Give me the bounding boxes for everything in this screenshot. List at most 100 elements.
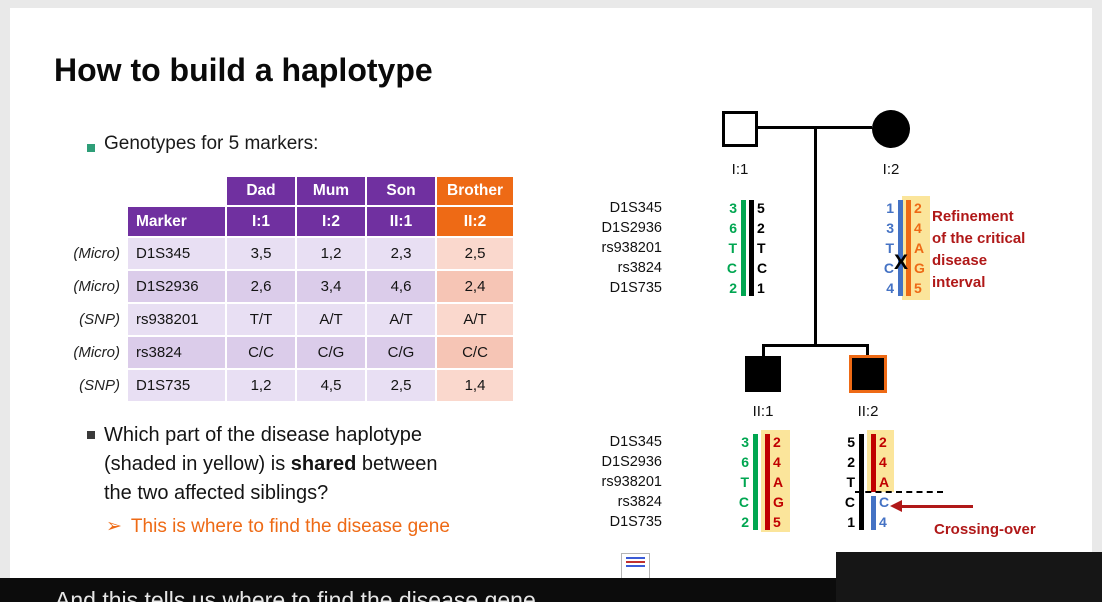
marker-label: D1S735 xyxy=(609,514,662,530)
allele: 2 xyxy=(757,220,765,236)
genotype-table: Dad Mum Son Brother Marker I:1 I:2 II:1 … xyxy=(128,177,513,403)
allele: C xyxy=(738,494,749,510)
table-cell: 2,3 xyxy=(367,238,435,269)
table-cell: 3,5 xyxy=(227,238,295,269)
allele: A xyxy=(914,240,925,256)
allele: 1 xyxy=(886,200,894,216)
marker-type-label: (SNP) xyxy=(79,311,120,328)
label-I1: I:1 xyxy=(731,161,749,178)
crossover-arrow-line xyxy=(901,505,973,508)
allele: T xyxy=(740,474,749,490)
II2-haplotype-bar-red-segment xyxy=(871,434,876,492)
I2-haplotype-bar-blue xyxy=(898,200,903,296)
allele: T xyxy=(728,240,737,256)
I2-haplotype-bar-orange xyxy=(906,200,911,296)
logo-mark xyxy=(626,557,645,559)
table-row: D1S345 3,5 1,2 2,3 2,5 xyxy=(128,238,513,269)
col-header-ii1: II:1 xyxy=(367,207,435,236)
marker-type-label: (Micro) xyxy=(73,278,120,295)
marker-name-cell: D1S735 xyxy=(128,370,225,401)
table-cell: A/T xyxy=(367,304,435,335)
I1-haplotype-bar-black xyxy=(749,200,754,296)
allele: 1 xyxy=(757,280,765,296)
descent-line xyxy=(814,127,817,346)
allele: 2 xyxy=(729,280,737,296)
allele: C xyxy=(879,494,890,510)
table-row: rs938201 T/T A/T A/T A/T xyxy=(128,304,513,335)
question-line: the two affected siblings? xyxy=(104,482,329,504)
allele: 3 xyxy=(741,434,749,450)
allele: 2 xyxy=(914,200,922,216)
allele: 1 xyxy=(847,514,855,530)
marker-label: rs3824 xyxy=(617,494,662,510)
allele: 6 xyxy=(741,454,749,470)
sibling-line xyxy=(762,344,869,347)
table-cell: C/C xyxy=(227,337,295,368)
II2-haplotype-bar-blue-segment xyxy=(871,496,876,530)
marker-name-cell: D1S2936 xyxy=(128,271,225,302)
marker-label: D1S2936 xyxy=(601,454,662,470)
allele: 2 xyxy=(847,454,855,470)
allele: 5 xyxy=(914,280,922,296)
bullet-icon xyxy=(87,144,95,152)
table-cell: 2,5 xyxy=(367,370,435,401)
allele: C xyxy=(844,494,855,510)
allele: 6 xyxy=(729,220,737,236)
table-cell-brother: 1,4 xyxy=(437,370,513,401)
col-header-i2: I:2 xyxy=(297,207,365,236)
table-cell: T/T xyxy=(227,304,295,335)
refinement-line: disease xyxy=(932,252,988,269)
II1-haplotype-bar-red xyxy=(765,434,770,530)
allele: 4 xyxy=(914,220,922,236)
table-cell: 1,2 xyxy=(297,238,365,269)
crossover-dashed-line xyxy=(855,491,943,493)
allele: 5 xyxy=(757,200,765,216)
allele: 4 xyxy=(773,454,781,470)
refinement-line: Refinement xyxy=(932,208,1014,225)
label-II2: II:2 xyxy=(857,403,879,420)
refinement-line: of the critical xyxy=(932,230,1026,247)
marker-labels-children: D1S345 D1S2936 rs938201 rs3824 D1S735 xyxy=(572,432,662,532)
x-mark: X xyxy=(894,251,909,274)
crossover-arrow-icon xyxy=(890,500,902,512)
col-header-mum: Mum xyxy=(297,177,365,205)
allele: 3 xyxy=(886,220,894,236)
table-cell-brother: 2,5 xyxy=(437,238,513,269)
marker-type-label: (Micro) xyxy=(73,245,120,262)
table-person-header-row: Dad Mum Son Brother xyxy=(128,177,513,205)
sib-drop-line xyxy=(762,344,765,358)
individual-I1-symbol xyxy=(722,111,758,147)
individual-I2-symbol xyxy=(872,110,910,148)
allele: G xyxy=(914,260,925,276)
marker-label: rs938201 xyxy=(601,474,662,490)
marker-label: D1S345 xyxy=(609,200,662,216)
logo-mark xyxy=(626,561,645,563)
marker-label: D1S345 xyxy=(609,434,662,450)
refinement-line: interval xyxy=(932,274,986,291)
question-line: Which part of the disease haplotype xyxy=(104,424,422,446)
individual-II2-symbol xyxy=(849,355,887,393)
table-cell-brother: 2,4 xyxy=(437,271,513,302)
allele: T xyxy=(885,240,894,256)
allele: 3 xyxy=(729,200,737,216)
col-header-ii2: II:2 xyxy=(437,207,513,236)
logo-mark xyxy=(626,565,645,567)
marker-label: rs938201 xyxy=(601,240,662,256)
allele: C xyxy=(883,260,894,276)
table-cell: 3,4 xyxy=(297,271,365,302)
table-cell: A/T xyxy=(297,304,365,335)
page-title: How to build a haplotype xyxy=(54,52,433,88)
allele: 4 xyxy=(886,280,894,296)
allele: A xyxy=(879,474,890,490)
col-header-marker: Marker xyxy=(128,207,225,236)
allele: C xyxy=(757,260,768,276)
II2-haplotype-bar-black xyxy=(859,434,864,530)
allele: C xyxy=(726,260,737,276)
table-cell-brother: C/C xyxy=(437,337,513,368)
allele: 5 xyxy=(847,434,855,450)
sub-bullet-text: ➢ This is where to find the disease gene xyxy=(106,515,450,538)
allele: T xyxy=(757,240,766,256)
